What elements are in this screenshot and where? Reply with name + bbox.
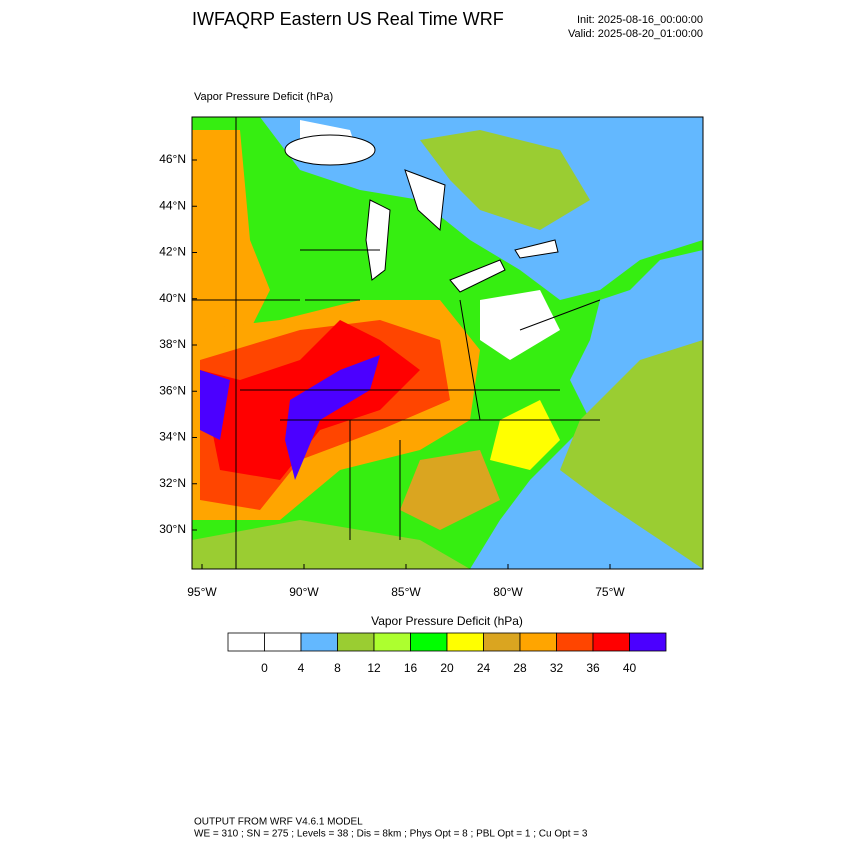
colorbar-label: Vapor Pressure Deficit (hPa): [371, 614, 523, 628]
lat-label: 40°N: [159, 291, 186, 305]
colorbar-box: [592, 632, 630, 652]
colorbar-box: [629, 632, 667, 652]
field-label: Vapor Pressure Deficit (hPa): [194, 91, 333, 103]
lon-label: 80°W: [493, 585, 523, 599]
colorbar-tick-label: 12: [367, 661, 381, 675]
colorbar-box: [373, 632, 411, 652]
footer-line: OUTPUT FROM WRF V4.6.1 MODEL: [194, 817, 363, 828]
lat-label: 38°N: [159, 337, 186, 351]
colorbar-box: [446, 632, 484, 652]
title: IWFAQRP Eastern US Real Time WRF: [192, 9, 504, 29]
lon-label: 75°W: [595, 585, 625, 599]
map-field: [192, 117, 703, 569]
colorbar-tick-label: 36: [586, 661, 600, 675]
lat-label: 34°N: [159, 430, 186, 444]
ontario-region: [420, 130, 590, 230]
colorbar-box: [300, 632, 338, 652]
lat-label: 42°N: [159, 245, 186, 259]
lake-michigan: [365, 199, 391, 281]
gulf: [192, 520, 470, 569]
footer-line: WE = 310 ; SN = 275 ; Levels = 38 ; Dis …: [194, 829, 588, 840]
map-frame: [191, 116, 704, 570]
lon-label: 95°W: [187, 585, 217, 599]
colorbar-tick-label: 24: [477, 661, 491, 675]
colorbar-tick-label: 40: [623, 661, 637, 675]
colorbar-tick-label: 20: [440, 661, 454, 675]
lat-label: 44°N: [159, 198, 186, 212]
colorbar: 0 4 8 12 16 20 24 28 32 36 40: [227, 632, 667, 675]
colorbar-tick-label: 28: [513, 661, 527, 675]
lake-erie: [449, 259, 506, 293]
colorbar-box: [556, 632, 594, 652]
lat-label: 32°N: [159, 476, 186, 490]
lake-superior: [284, 134, 376, 166]
max-zone: [200, 355, 380, 480]
carolina-zone: [490, 400, 560, 470]
colorbar-box: [410, 632, 448, 652]
map-axes: 46°N 44°N 42°N 40°N 38°N 36°N 34°N 32°N 30°N 95°W…: [159, 152, 625, 599]
colorbar-tick-label: 32: [550, 661, 564, 675]
state-borders: [192, 117, 601, 569]
plains-dry: [192, 130, 270, 330]
colorbar-tick-label: 4: [298, 661, 305, 675]
colorbar-box: [264, 632, 302, 652]
colorbar-box: [227, 632, 265, 652]
georgia-zone: [400, 450, 500, 530]
colorbar-box: [337, 632, 375, 652]
colorbar-tick-label: 0: [261, 661, 268, 675]
colorbar-box: [483, 632, 521, 652]
lat-label: 46°N: [159, 152, 186, 166]
lake-ontario: [514, 239, 559, 259]
low-vpd-area: [300, 120, 560, 360]
colorbar-tick-label: 8: [334, 661, 341, 675]
lat-label: 36°N: [159, 383, 186, 397]
lon-label: 85°W: [391, 585, 421, 599]
lon-label: 90°W: [289, 585, 319, 599]
valid-time: Valid: 2025-08-20_01:00:00: [568, 28, 703, 40]
colorbar-box: [519, 632, 557, 652]
colorbar-tick-label: 16: [404, 661, 418, 675]
atlantic-moist: [560, 340, 703, 569]
init-time: Init: 2025-08-16_00:00:00: [577, 14, 703, 26]
lat-label: 30°N: [159, 522, 186, 536]
lake-huron: [404, 169, 446, 232]
